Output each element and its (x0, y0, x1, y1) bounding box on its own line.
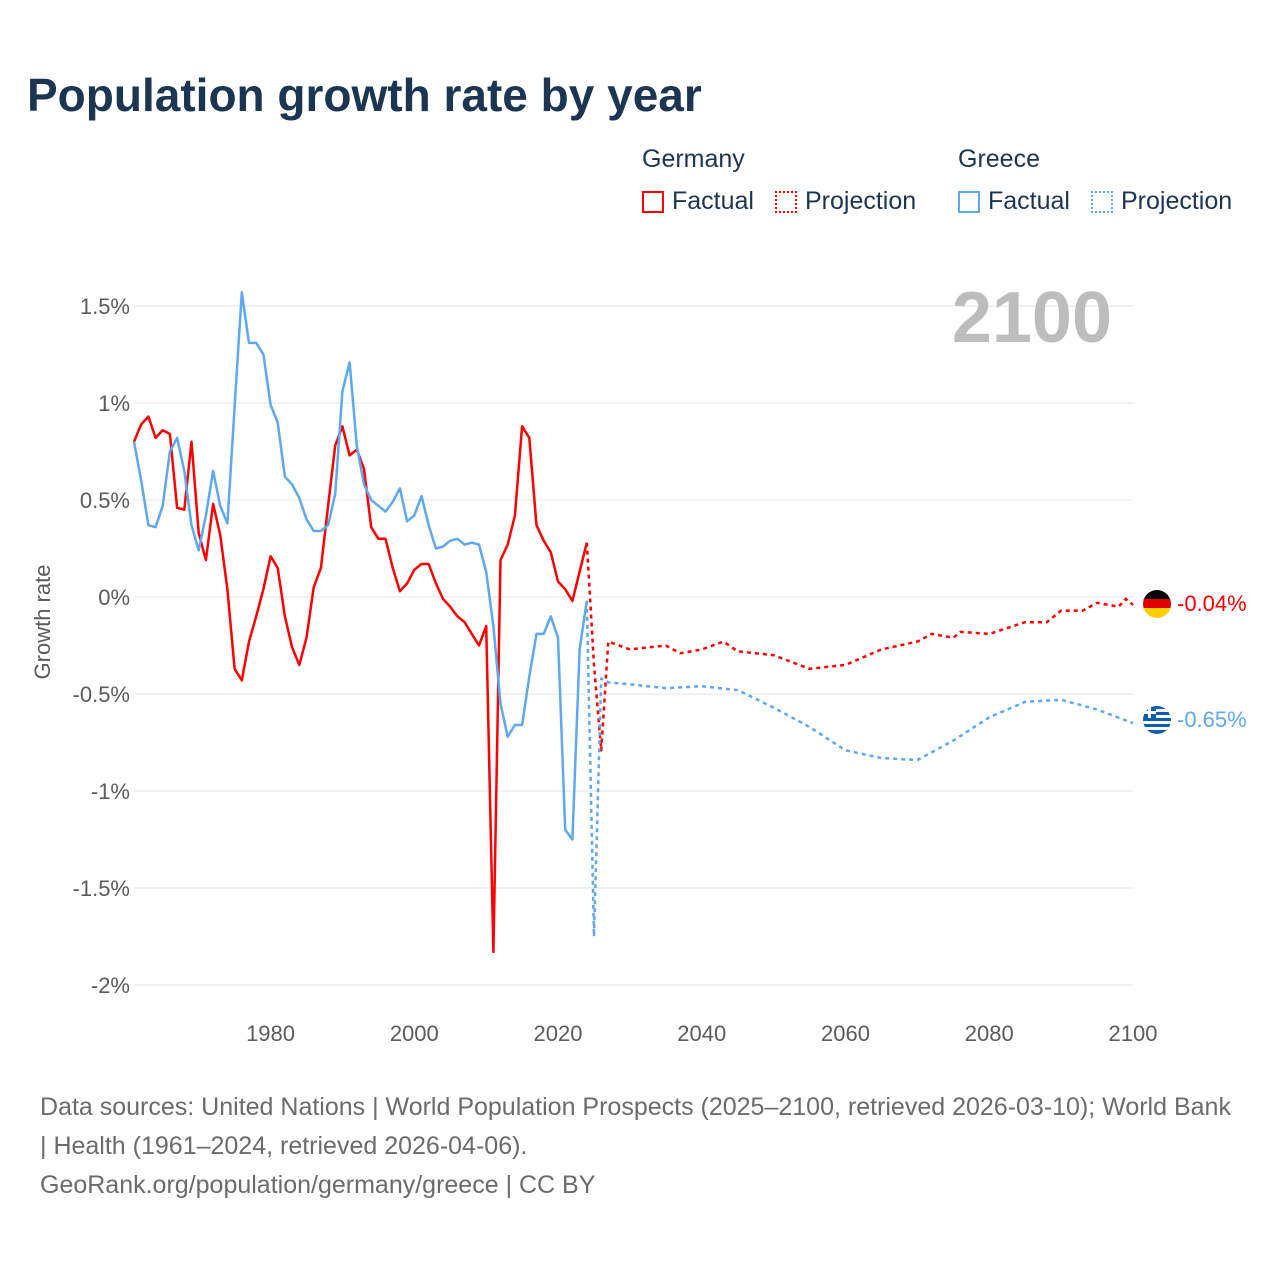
year-overlay: 2100 (952, 278, 1112, 358)
x-tick-label: 2080 (965, 1021, 1014, 1046)
greece-end-label: -0.65% (1177, 707, 1247, 732)
y-tick-label: -1% (91, 779, 130, 804)
x-tick-label: 1980 (246, 1021, 295, 1046)
legend-label: Factual (988, 187, 1070, 215)
legend-germany-factual[interactable]: Factual (642, 187, 754, 216)
y-tick-label: -2% (91, 973, 130, 998)
footer: Data sources: United Nations | World Pop… (40, 1088, 1240, 1205)
y-axis-label: Growth rate (30, 565, 55, 680)
x-tick-label: 2100 (1109, 1021, 1158, 1046)
x-tick-label: 2060 (821, 1021, 870, 1046)
legend-label: Projection (1121, 187, 1233, 215)
legend-germany-projection[interactable]: Projection (775, 187, 916, 216)
germany-factual-line (132, 415, 589, 954)
legend-label: Projection (805, 187, 917, 215)
data-sources: Data sources: United Nations | World Pop… (40, 1093, 1231, 1160)
y-tick-label: 1.5% (80, 294, 130, 319)
x-tick-label: 2000 (390, 1021, 439, 1046)
legend-group-germany: Germany (642, 145, 745, 173)
greece-factual-line (132, 291, 589, 841)
solid-swatch-icon (642, 190, 664, 213)
y-tick-label: -1.5% (73, 876, 130, 901)
chart-plot: 1.5% 1% 0.5% 0% -0.5% -1% -1.5% -2% 1980 2000 2020… (30, 278, 1247, 1046)
germany-end-label: -0.04% (1177, 591, 1247, 616)
greece-projection-line (585, 600, 1134, 938)
solid-swatch-icon (958, 190, 980, 213)
y-tick-label: 1% (98, 391, 130, 416)
germany-projection-line (585, 542, 1134, 752)
legend-group-greece: Greece (958, 145, 1040, 173)
chart-title: Population growth rate by year (27, 69, 702, 121)
dotted-swatch-icon (1091, 190, 1113, 213)
x-tick-label: 2040 (677, 1021, 726, 1046)
dotted-swatch-icon (775, 190, 797, 213)
germany-flag-icon (1143, 590, 1171, 618)
legend-greece-factual[interactable]: Factual (958, 187, 1070, 216)
y-tick-label: 0% (98, 585, 130, 610)
credit-link[interactable]: GeoRank.org/population/germany/greece | … (40, 1171, 596, 1199)
legend-greece-projection[interactable]: Projection (1091, 187, 1232, 216)
legend-label: Factual (672, 187, 754, 215)
x-tick-label: 2020 (534, 1021, 583, 1046)
y-tick-label: -0.5% (73, 682, 130, 707)
y-tick-label: 0.5% (80, 488, 130, 513)
greece-flag-icon (1143, 706, 1171, 734)
